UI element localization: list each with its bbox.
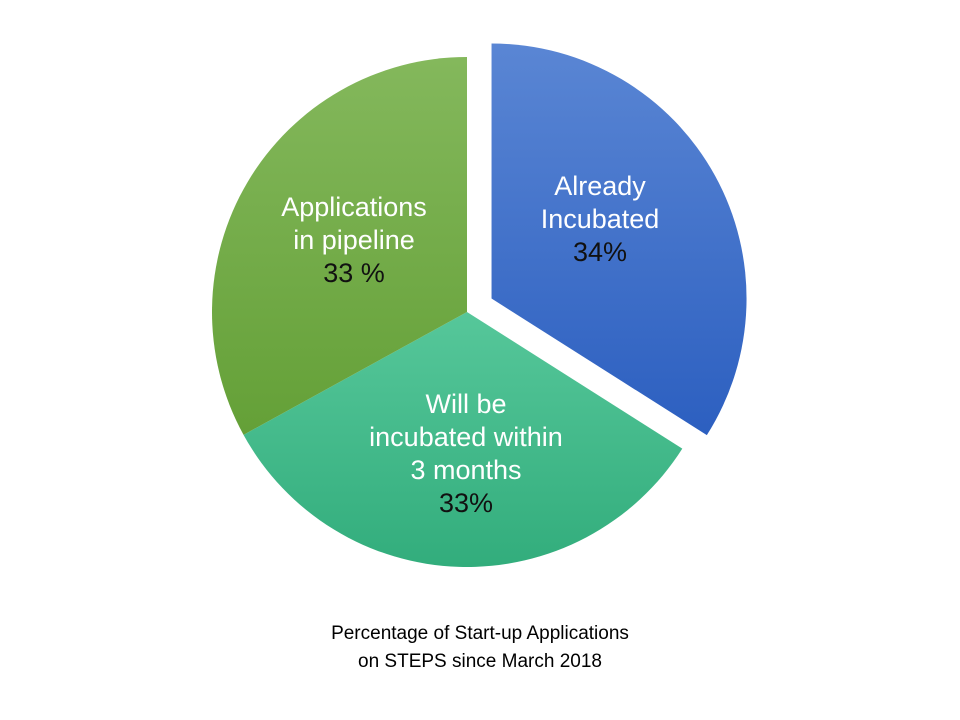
slice-applications-in-pipeline bbox=[211, 57, 467, 435]
slice-name-line: Incubated bbox=[540, 204, 660, 234]
slice-name-line: Already bbox=[554, 171, 646, 201]
chart-caption: Percentage of Start-up Applications on S… bbox=[280, 620, 680, 676]
slice-already-incubated bbox=[491, 43, 747, 436]
slice-label-already-incubated: Already Incubated 34% bbox=[480, 170, 720, 269]
slice-label-applications-in-pipeline: Applications in pipeline 33 % bbox=[234, 191, 474, 290]
slice-name-line: 3 months bbox=[410, 455, 522, 485]
slice-name-line: in pipeline bbox=[293, 225, 415, 255]
pie-slices bbox=[211, 43, 747, 568]
slice-name-line: Applications bbox=[281, 192, 427, 222]
slice-will-be-incubated bbox=[243, 312, 683, 568]
slice-name-line: incubated within bbox=[369, 422, 563, 452]
slice-name-line: Will be bbox=[425, 389, 507, 419]
slice-percent: 33% bbox=[438, 488, 494, 518]
caption-line: Percentage of Start-up Applications bbox=[331, 623, 629, 644]
slice-label-will-be-incubated: Will be incubated within 3 months 33% bbox=[346, 388, 586, 520]
slice-percent: 34% bbox=[572, 237, 628, 267]
slice-percent: 33 % bbox=[323, 258, 385, 288]
caption-line: on STEPS since March 2018 bbox=[358, 651, 602, 672]
